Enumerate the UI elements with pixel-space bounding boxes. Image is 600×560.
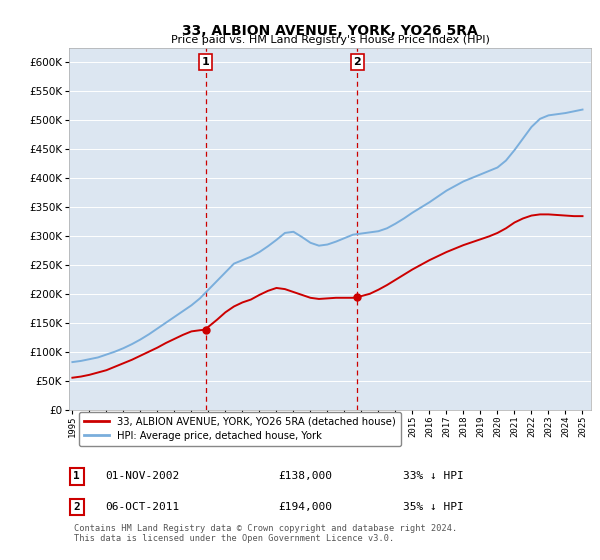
Text: 2: 2 — [73, 502, 80, 512]
Text: Contains HM Land Registry data © Crown copyright and database right 2024.
This d: Contains HM Land Registry data © Crown c… — [74, 524, 457, 543]
Text: 33% ↓ HPI: 33% ↓ HPI — [403, 472, 464, 482]
Text: 35% ↓ HPI: 35% ↓ HPI — [403, 502, 464, 512]
Text: 33, ALBION AVENUE, YORK, YO26 5RA: 33, ALBION AVENUE, YORK, YO26 5RA — [182, 24, 478, 38]
Text: 06-OCT-2011: 06-OCT-2011 — [106, 502, 180, 512]
Text: £194,000: £194,000 — [278, 502, 332, 512]
Legend: 33, ALBION AVENUE, YORK, YO26 5RA (detached house), HPI: Average price, detached: 33, ALBION AVENUE, YORK, YO26 5RA (detac… — [79, 412, 401, 446]
Text: £138,000: £138,000 — [278, 472, 332, 482]
Text: 1: 1 — [202, 57, 209, 67]
Text: 01-NOV-2002: 01-NOV-2002 — [106, 472, 180, 482]
Text: 1: 1 — [73, 472, 80, 482]
Text: 2: 2 — [353, 57, 361, 67]
Text: Price paid vs. HM Land Registry's House Price Index (HPI): Price paid vs. HM Land Registry's House … — [170, 35, 490, 45]
